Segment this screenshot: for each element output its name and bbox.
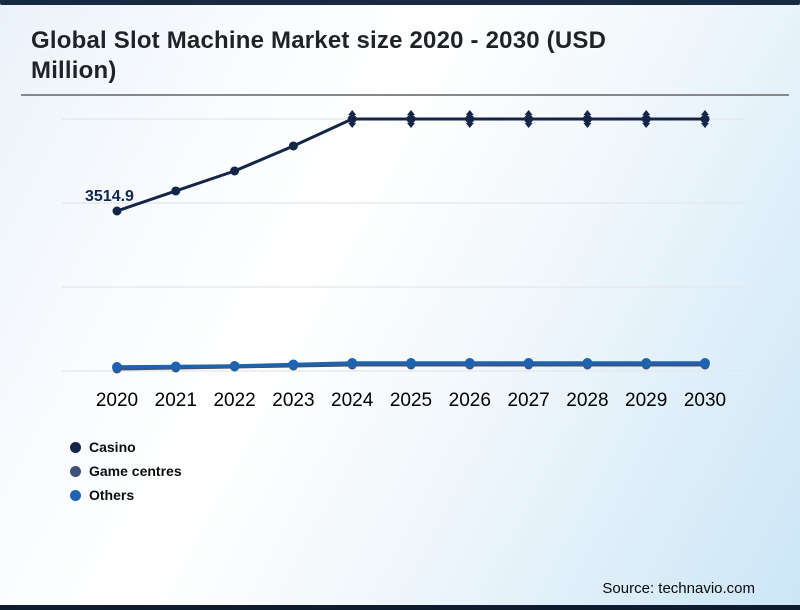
source-attribution: Source: technavio.com xyxy=(602,580,755,597)
legend-item-game-centres: Game centres xyxy=(70,459,182,483)
chart-title: Global Slot Machine Market size 2020 - 2… xyxy=(31,27,607,84)
data-point xyxy=(171,186,181,196)
data-point xyxy=(523,357,534,368)
caret-up-icon xyxy=(583,110,592,115)
x-axis-label: 2027 xyxy=(507,390,549,411)
game-centres-series-dot-icon xyxy=(70,465,81,477)
data-point xyxy=(641,114,651,124)
caret-up-icon xyxy=(642,110,651,115)
data-point xyxy=(465,114,475,124)
data-point xyxy=(406,357,416,368)
caret-up-icon xyxy=(465,110,474,115)
caret-down-icon xyxy=(407,123,415,128)
x-axis-label: 2026 xyxy=(449,390,491,411)
data-point xyxy=(170,361,181,372)
data-point xyxy=(288,359,299,370)
caret-down-icon xyxy=(642,123,651,128)
top-accent-bar xyxy=(0,0,800,5)
legend-item-others: Others xyxy=(70,483,182,507)
data-point xyxy=(524,114,534,124)
line-chart: 3514.9 2020 2021 2022 2023 2024 2025 2026 2027 20… xyxy=(62,110,744,411)
others-series-dot-icon xyxy=(70,489,81,501)
caret-down-icon xyxy=(348,123,357,128)
caret-down-icon xyxy=(583,123,592,128)
caret-up-icon xyxy=(348,110,357,115)
x-axis-label: 2025 xyxy=(390,390,432,411)
x-axis-label: 2023 xyxy=(272,390,314,411)
x-axis-label: 2028 xyxy=(566,390,608,411)
legend-label: Game centres xyxy=(89,463,182,479)
caret-down-icon xyxy=(524,123,533,128)
x-axis-label: 2029 xyxy=(625,390,667,411)
data-point xyxy=(464,357,475,368)
legend-item-casino: Casino xyxy=(70,435,182,459)
title-divider xyxy=(21,94,789,96)
data-point xyxy=(582,114,592,124)
data-point xyxy=(641,357,652,368)
x-axis-label: 2024 xyxy=(331,390,374,411)
bottom-accent-bar xyxy=(0,605,800,610)
series-line-casino xyxy=(115,117,707,213)
legend-label: Others xyxy=(89,487,135,503)
data-point xyxy=(112,361,122,372)
caret-down-icon xyxy=(465,123,474,128)
x-axis-label: 2022 xyxy=(213,390,255,411)
data-point xyxy=(112,206,122,216)
data-point xyxy=(700,357,710,368)
data-point xyxy=(406,114,416,124)
data-point xyxy=(347,114,357,124)
data-point xyxy=(582,357,593,368)
caret-up-icon xyxy=(407,110,415,115)
caret-down-icon xyxy=(701,123,709,128)
data-point xyxy=(229,360,240,371)
x-axis-label: 2020 xyxy=(96,390,138,411)
data-point xyxy=(347,357,358,368)
caret-up-icon xyxy=(701,110,709,115)
legend-label: Casino xyxy=(89,439,136,455)
casino-series-dot-icon xyxy=(70,441,81,453)
data-point xyxy=(700,114,710,124)
chart-legend: Casino Game centres Others xyxy=(70,435,182,507)
x-axis-label: 2021 xyxy=(155,390,197,411)
data-point xyxy=(288,141,298,151)
x-axis-label: 2030 xyxy=(684,390,726,411)
caret-up-icon xyxy=(524,110,533,115)
data-point xyxy=(230,166,240,176)
data-point-label: 3514.9 xyxy=(85,188,134,205)
